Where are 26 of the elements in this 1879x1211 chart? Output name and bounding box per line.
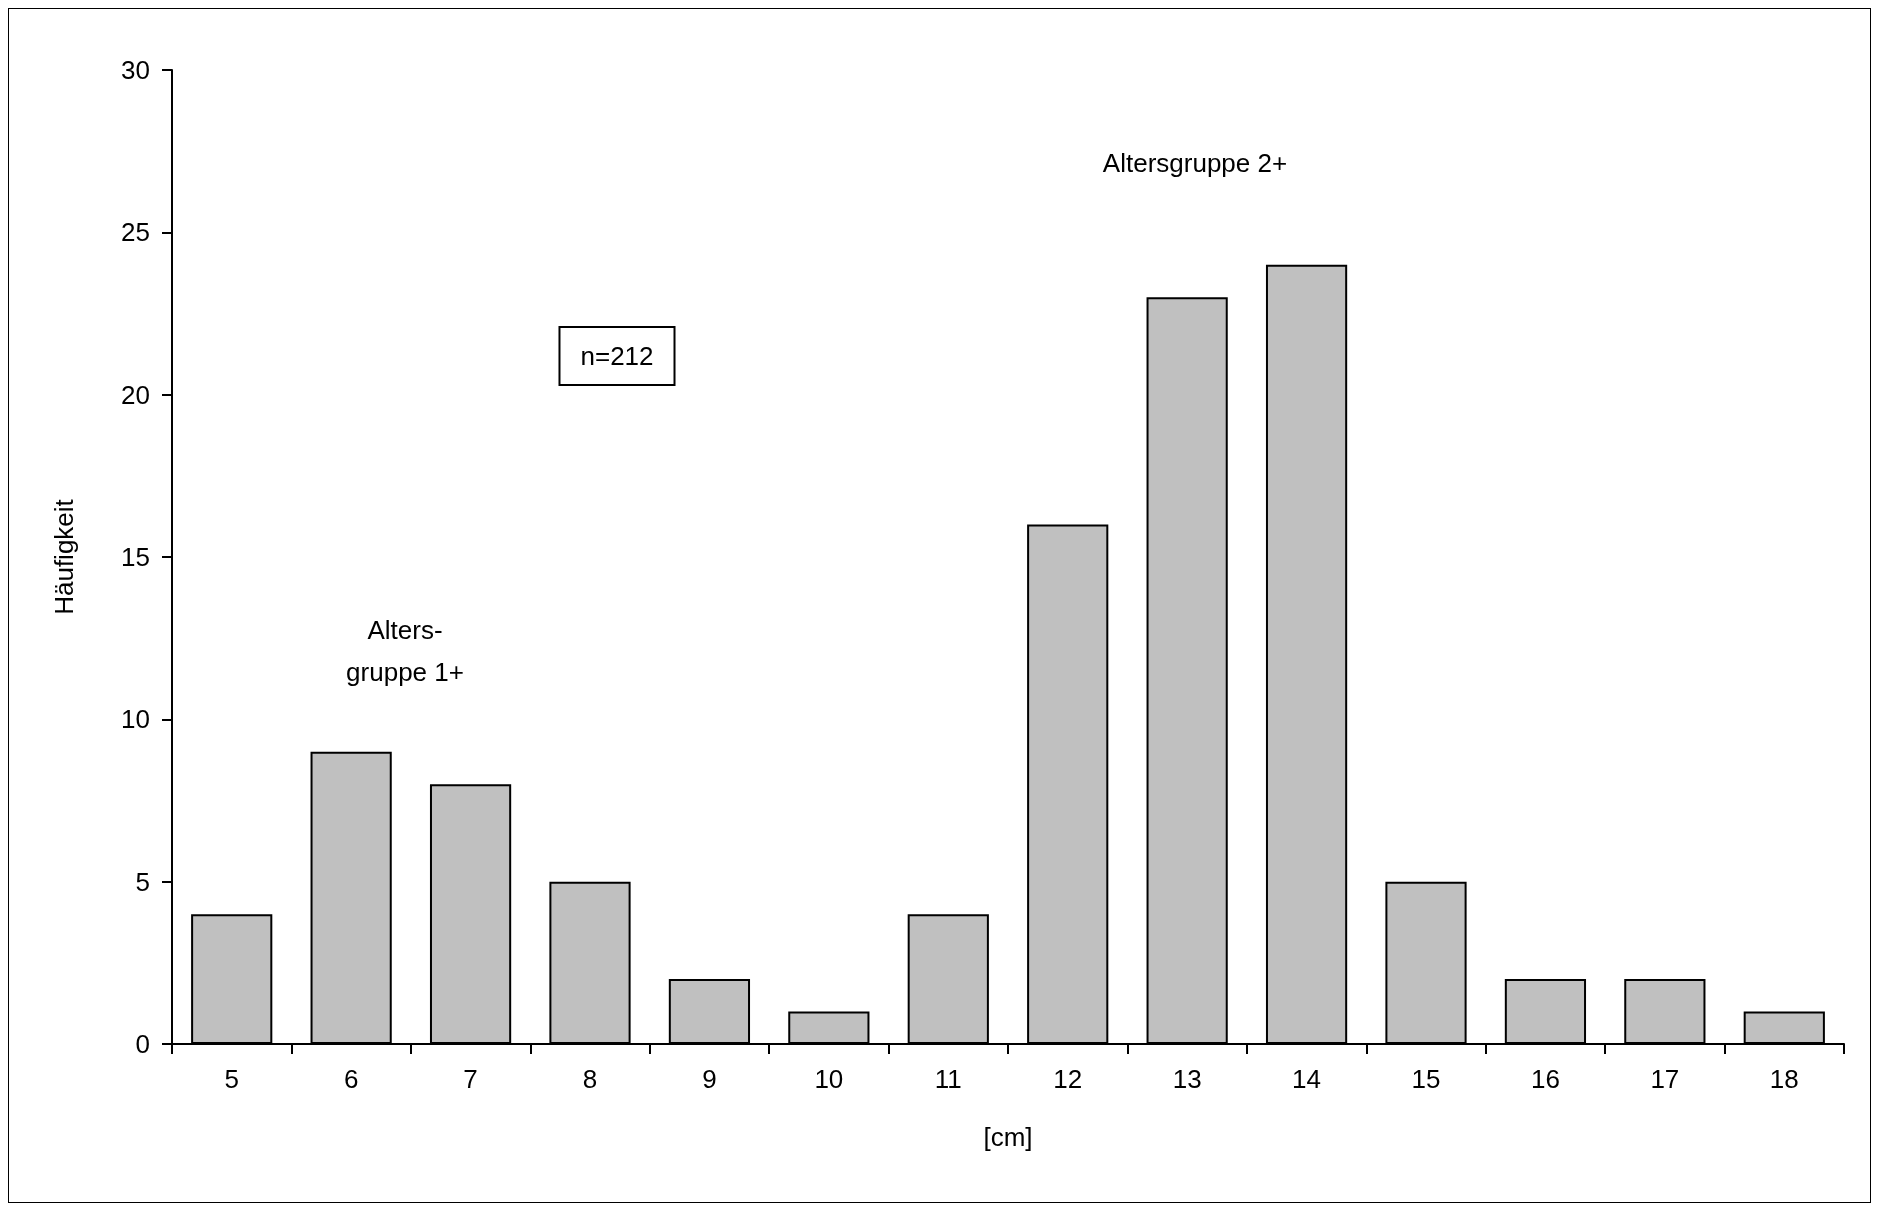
annotation: n=212: [580, 341, 654, 371]
y-tick-label: 30: [121, 55, 150, 85]
x-tick-label: 15: [1411, 1064, 1441, 1094]
y-tick-label: 25: [121, 217, 150, 248]
annotation: Altersgruppe 2+: [1102, 148, 1288, 178]
x-axis-title: [cm]: [983, 1122, 1033, 1152]
x-tick-label: 10: [814, 1064, 844, 1094]
y-tick-label: 15: [121, 542, 150, 572]
y-tick-label: 10: [121, 704, 150, 735]
y-tick-label: 5: [135, 866, 150, 897]
x-tick-label: 9: [702, 1064, 717, 1094]
x-tick-label: 14: [1292, 1064, 1322, 1094]
x-tick-label: 12: [1053, 1064, 1083, 1094]
annotation: Alters- gruppe 1+: [346, 615, 464, 687]
x-tick-label: 5: [224, 1064, 239, 1094]
x-tick-label: 7: [463, 1064, 478, 1094]
y-tick-label: 0: [135, 1029, 150, 1059]
x-tick-label: 16: [1530, 1064, 1560, 1094]
y-axis-title: Häufigkeit: [49, 498, 79, 615]
x-tick-label: 8: [582, 1064, 598, 1094]
x-tick-label: 18: [1769, 1064, 1799, 1094]
x-tick-label: 17: [1650, 1064, 1680, 1094]
x-tick-label: 11: [934, 1064, 962, 1094]
x-tick-label: 6: [343, 1064, 359, 1094]
x-tick-label: 13: [1172, 1064, 1202, 1094]
y-tick-label: 20: [121, 379, 150, 410]
